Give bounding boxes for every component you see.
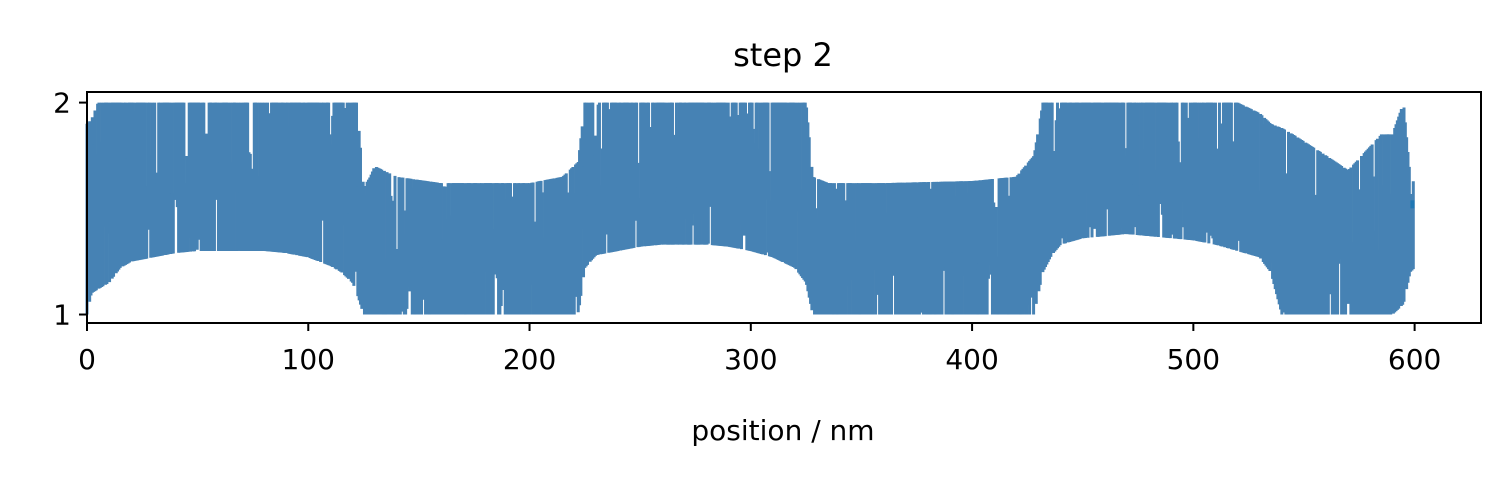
y-axis: 12 — [53, 87, 87, 332]
x-tick-label: 0 — [78, 343, 96, 376]
x-tick-label: 300 — [724, 343, 777, 376]
x-axis: 0 100 200 300 400 500 600 — [78, 323, 1441, 376]
x-tick-label: 500 — [1167, 343, 1220, 376]
series-end-point — [1410, 200, 1415, 209]
y-tick-label: 2 — [53, 87, 71, 120]
x-tick-label: 100 — [282, 343, 335, 376]
y-tick-label: 1 — [53, 299, 71, 332]
x-tick-label: 400 — [945, 343, 998, 376]
x-tick-label: 600 — [1388, 343, 1441, 376]
plot-area — [85, 91, 1482, 324]
axes-frame — [86, 91, 1482, 324]
x-axis-label: position / nm — [691, 414, 874, 447]
x-tick-label: 200 — [503, 343, 556, 376]
chart-title: step 2 — [733, 36, 833, 74]
